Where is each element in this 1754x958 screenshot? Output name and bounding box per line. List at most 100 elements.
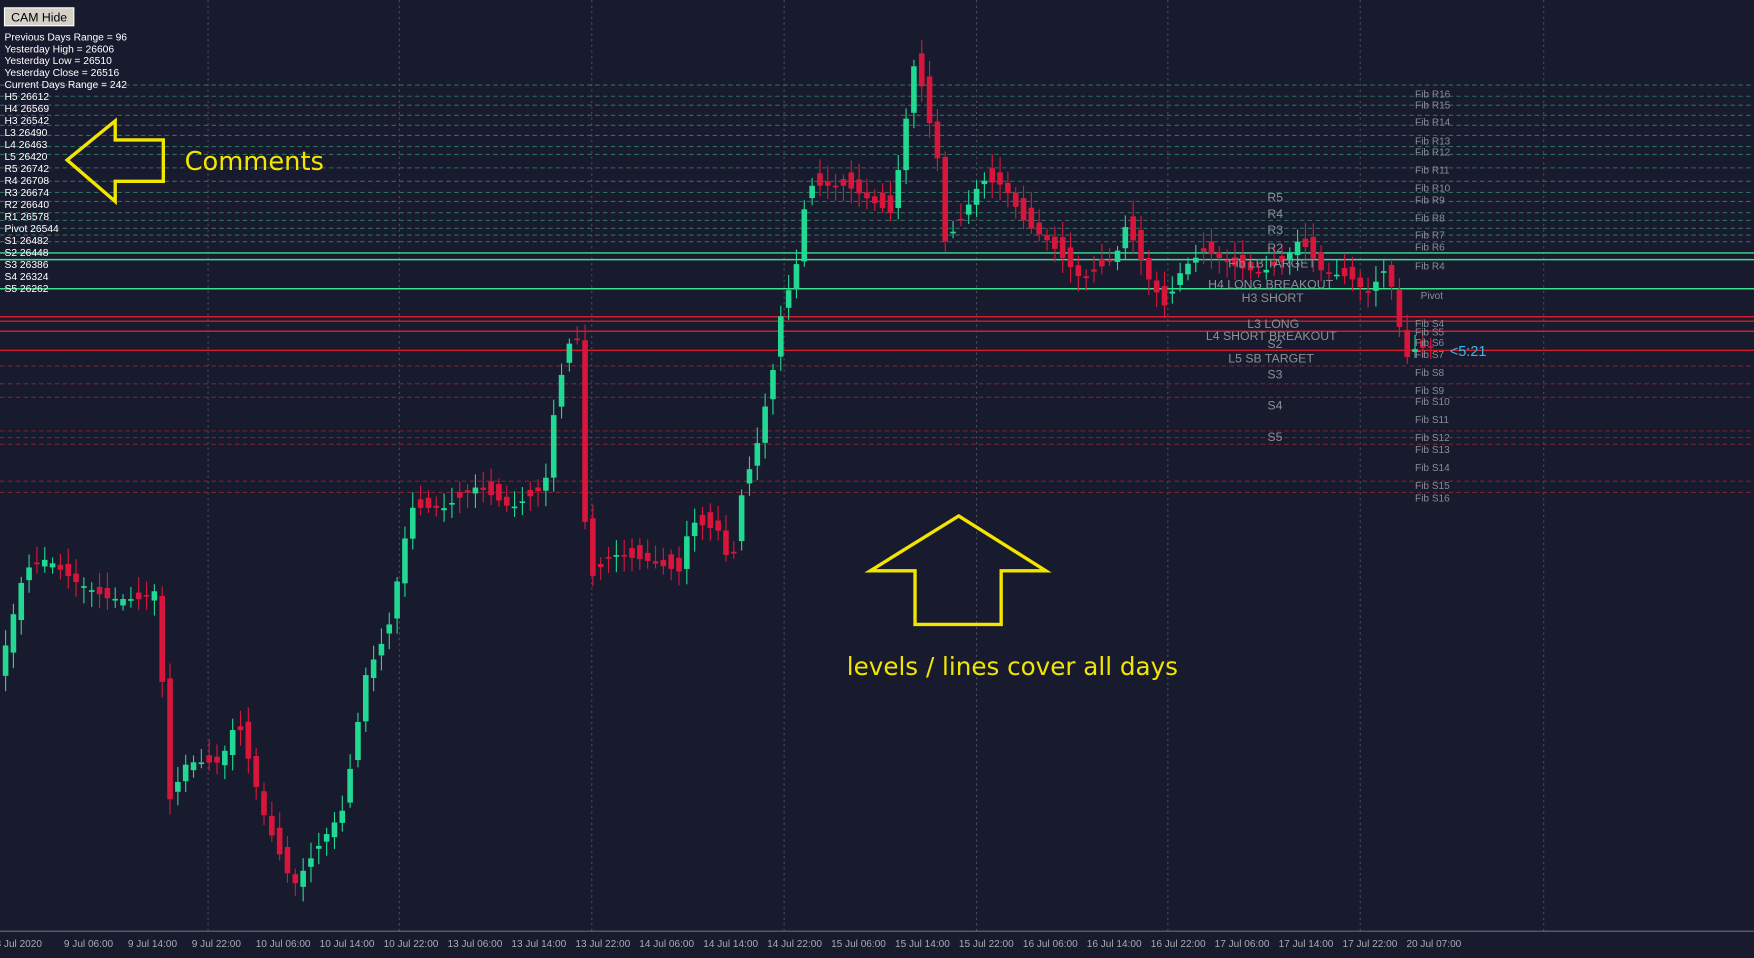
fib-label: Fib R7 [1415,230,1445,241]
x-tick-label: 14 Jul 14:00 [703,939,758,950]
candle-body [378,643,385,656]
comment-line: H5 26612 [4,92,49,103]
candle-body [1177,273,1183,286]
candle-body [261,791,267,816]
candle-body [26,567,32,581]
candle-body [65,563,72,577]
candle-body [832,185,839,188]
candle-body [590,518,596,576]
comment-line: L5 26420 [4,152,47,163]
candle-body [887,195,894,214]
candle-body [49,563,56,568]
candle-body [738,495,745,542]
candle-body [1224,260,1230,262]
comment-line: S3 26386 [4,260,48,271]
candle-body [762,406,768,443]
fib-label: Fib S16 [1415,493,1450,504]
candle-body [433,505,440,509]
candle-body [754,443,761,466]
level-label: R4 [1267,207,1283,221]
x-tick-label: 10 Jul 06:00 [256,939,311,950]
candle-body [456,491,463,498]
candle-body [1146,257,1152,280]
candle-body [1412,349,1418,352]
candle-body [997,172,1003,185]
fib-label: Fib R13 [1415,136,1451,147]
x-tick-label: 13 Jul 22:00 [575,939,630,950]
candle-body [637,545,643,560]
x-tick-label: 10 Jul 22:00 [384,939,439,950]
candle-body [245,721,252,759]
button-label[interactable]: CAM Hide [11,10,67,24]
candle-body [652,561,659,564]
candle-body [1263,269,1270,273]
level-label: S3 [1267,367,1282,381]
fib-label: Fib S14 [1415,463,1450,474]
fib-label: Fib S8 [1415,368,1444,379]
candle-body [1279,255,1285,262]
comment-line: H4 26569 [4,104,49,115]
candle-body [1302,238,1309,247]
countdown: <5:21 [1450,344,1487,360]
candle-body [1427,346,1434,348]
candle-body [472,487,479,494]
candle-body [362,675,369,722]
candle-body [128,599,134,601]
candle-body [2,645,9,676]
candle-body [699,514,706,526]
candle-body [1232,257,1238,266]
candle-body [1294,241,1301,256]
candle-body [1130,216,1136,241]
x-tick-label: 15 Jul 06:00 [831,939,886,950]
candle-body [323,834,330,842]
candle-body [934,121,941,159]
comment-line: H3 26542 [4,116,49,127]
annotation: levels / lines cover all days [847,652,1178,681]
candle-body [1059,237,1066,258]
candle-body [57,564,64,570]
x-tick-label: 9 Jul 14:00 [128,939,178,950]
candle-body [269,815,275,836]
candle-body [1271,261,1277,266]
candle-body [1373,281,1379,291]
candle-body [864,192,870,199]
candle-body [143,594,150,597]
candle-body [684,536,690,569]
candle-body [503,496,510,506]
x-tick-label: 16 Jul 14:00 [1087,939,1142,950]
candle-body [1255,271,1262,274]
fib-label: Fib R9 [1415,196,1445,207]
fib-label: Fib S15 [1415,481,1450,492]
candle-body [676,557,682,572]
x-tick-label: 17 Jul 14:00 [1279,939,1334,950]
candle-body [1044,234,1050,241]
candle-body [308,858,314,867]
comment-line: Pivot 26544 [4,224,59,235]
cam-hide-button[interactable]: CAM Hide [3,7,75,27]
candle-body [1005,182,1011,194]
comment-line: R5 26742 [4,164,49,175]
candle-body [394,581,400,619]
candle-body [1420,340,1426,348]
level-label: L4 SHORT BREAKOUT [1206,329,1337,343]
candle-body [715,520,721,531]
x-tick-label: 13 Jul 14:00 [511,939,566,950]
candle-body [950,231,956,234]
candle-body [801,209,808,262]
x-tick-label: 17 Jul 06:00 [1215,939,1270,950]
candle-body [73,573,79,583]
candle-body [206,755,212,763]
candle-body [331,822,338,838]
comment-line: S2 26448 [4,248,48,259]
candle-body [558,374,565,407]
button-face[interactable] [3,7,75,27]
comment-line: Yesterday Low = 26510 [4,56,112,67]
candle-body [918,53,925,87]
candle-body [112,598,119,601]
candle-body [1357,277,1364,288]
candle-body [1208,241,1215,255]
candle-body [198,762,205,765]
candle-body [370,659,377,679]
candle-body [1153,280,1160,293]
